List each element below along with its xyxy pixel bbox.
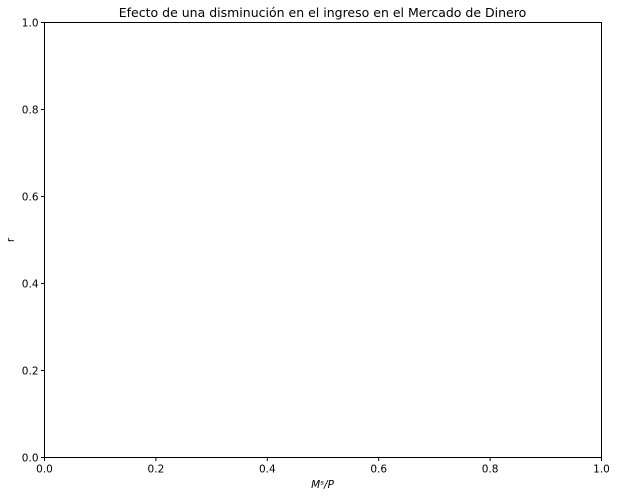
x-tick-label: 0.6	[370, 464, 387, 476]
y-tick-label: 0.4	[22, 279, 39, 291]
y-tick-label: 0.0	[22, 453, 39, 465]
x-tick-label: 0.8	[482, 464, 499, 476]
x-axis-label-text: Mˢ/P	[311, 479, 335, 491]
x-tick-label: 0.2	[148, 464, 165, 476]
y-tick-label: 0.2	[22, 366, 39, 378]
y-tick-label: 0.8	[22, 105, 39, 117]
x-axis: 0.0 0.2 0.4 0.6 0.8 1.0	[36, 457, 610, 476]
y-axis-label: r	[5, 237, 17, 242]
x-tick-label: 1.0	[593, 464, 610, 476]
chart-title: Efecto de una disminución en el ingreso …	[119, 5, 526, 20]
x-tick-label: 0.4	[259, 464, 276, 476]
y-tick-label: 0.6	[22, 192, 39, 204]
x-tick-label: 0.0	[36, 464, 53, 476]
plot-area	[44, 22, 602, 458]
x-axis-label: Mˢ/P	[311, 479, 335, 491]
y-axis: 0.0 0.2 0.4 0.6 0.8 1.0	[22, 18, 45, 465]
y-tick-label: 1.0	[22, 18, 39, 30]
